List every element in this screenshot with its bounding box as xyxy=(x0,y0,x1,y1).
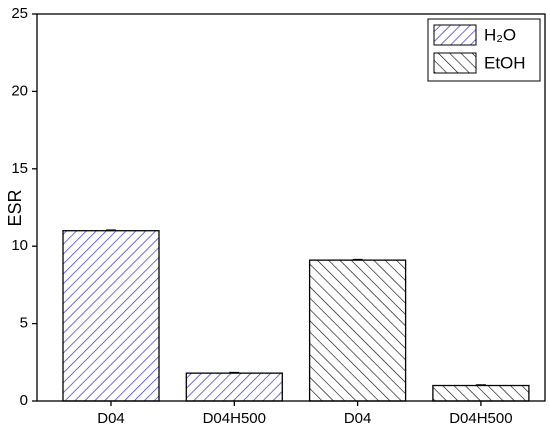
y-tick-label: 5 xyxy=(20,315,28,332)
y-tick-label: 0 xyxy=(20,392,28,409)
plot-frame xyxy=(36,13,546,402)
x-tick-label: D04 xyxy=(97,410,125,427)
bar xyxy=(62,230,160,402)
y-tick-label: 25 xyxy=(11,5,28,22)
bar xyxy=(432,384,530,402)
y-tick-label: 10 xyxy=(11,237,28,254)
legend-label: H₂O xyxy=(484,25,516,44)
x-tick-label: D04 xyxy=(344,410,372,427)
y-tick-label: 20 xyxy=(11,82,28,99)
x-tick-label: D04H500 xyxy=(203,410,266,427)
legend-label: EtOH xyxy=(484,53,526,72)
bar xyxy=(185,372,283,402)
x-tick-label: D04H500 xyxy=(449,410,512,427)
legend-swatch xyxy=(433,24,477,46)
y-axis-label: ESR xyxy=(5,189,25,226)
legend-swatch xyxy=(433,52,477,74)
y-tick-label: 15 xyxy=(11,160,28,177)
bar xyxy=(308,259,407,402)
